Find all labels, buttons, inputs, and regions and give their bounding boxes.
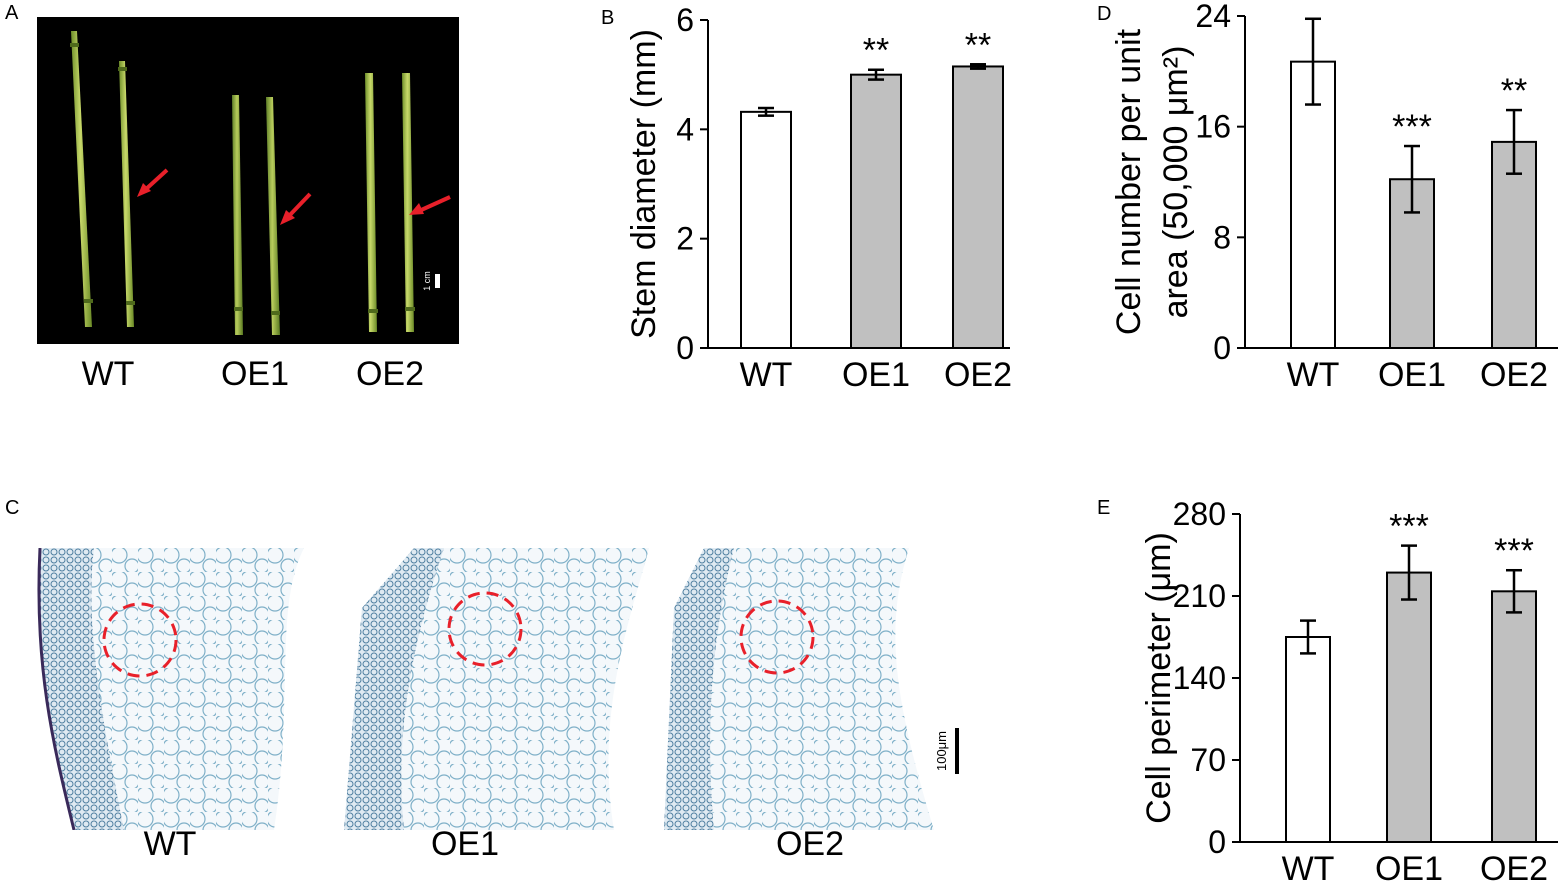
y-tick-label-d-0: 0: [1213, 330, 1231, 366]
bar-e-oe1: [1386, 571, 1432, 843]
photo-c-label-wt: WT: [143, 825, 197, 863]
photo-c-label-oe2: OE2: [775, 825, 845, 863]
y-tick-label-e-1: 70: [1190, 742, 1226, 778]
bar-b-oe2: [952, 65, 1004, 349]
significance-b-2: **: [965, 26, 991, 64]
cross-section-micrographs: 100μm: [37, 548, 959, 830]
y-axis-label-e: Cell perimeter (μm): [1140, 532, 1178, 824]
y-axis-label-d-line2: area (50,000 μm²): [1157, 46, 1195, 319]
y-tick-label-e-2: 140: [1173, 660, 1226, 696]
bar-e-wt: [1285, 636, 1331, 843]
bar-d-wt: [1290, 60, 1336, 350]
stem-oe1-1: [232, 95, 243, 335]
y-tick-label-b-0: 0: [676, 330, 694, 366]
significance-e-1: ***: [1389, 508, 1429, 546]
significance-e-2: ***: [1494, 532, 1534, 570]
x-tick-label-d-2: OE2: [1480, 356, 1548, 394]
bar-e-oe2: [1491, 590, 1537, 843]
panel-letter-b: B: [601, 7, 614, 29]
x-tick-label-b-2: OE2: [944, 356, 1012, 394]
y-tick-label-d-2: 16: [1195, 109, 1231, 145]
bar-b-oe1: [850, 73, 902, 350]
scale-label-a: 1 cm: [422, 271, 432, 291]
micrograph-oe2: [664, 548, 934, 830]
x-tick-label-e-1: OE1: [1375, 850, 1443, 882]
panel-letter-a: A: [5, 2, 19, 24]
panel-letter-e: E: [1097, 497, 1110, 519]
y-tick-label-b-2: 4: [676, 111, 694, 147]
photo-a-label-oe1: OE1: [220, 355, 290, 393]
micrograph-oe1: [344, 548, 649, 830]
significance-d-1: ***: [1392, 108, 1432, 146]
x-tick-label-b-0: WT: [740, 356, 793, 394]
y-axis-label-b: Stem diameter (mm): [625, 29, 663, 339]
y-tick-label-b-1: 2: [676, 221, 694, 257]
photo-a-label-wt: WT: [81, 355, 135, 393]
photo-c-label-oe1: OE1: [430, 825, 500, 863]
x-tick-label-e-2: OE2: [1480, 850, 1548, 882]
panel-letter-c: C: [5, 497, 20, 519]
panel-letter-d: D: [1097, 3, 1111, 25]
y-tick-label-b-3: 6: [676, 2, 694, 38]
stem-oe2-1: [365, 73, 377, 332]
stem-wt-1: [71, 31, 92, 327]
micrograph-wt: [37, 548, 305, 830]
y-tick-label-e-4: 280: [1173, 496, 1226, 532]
bar-b-wt: [740, 110, 792, 349]
y-tick-label-e-0: 0: [1208, 824, 1226, 860]
scale-label-c: 100μm: [934, 731, 949, 771]
y-tick-label-d-1: 8: [1213, 219, 1231, 255]
x-tick-label-d-1: OE1: [1378, 356, 1446, 394]
stem-wt-2: [119, 61, 134, 327]
x-tick-label-d-0: WT: [1287, 356, 1340, 394]
photo-a-label-oe2: OE2: [355, 355, 425, 393]
stem-oe1-2: [266, 97, 280, 335]
significance-d-2: **: [1501, 72, 1527, 110]
y-tick-label-d-3: 24: [1195, 0, 1231, 34]
x-tick-label-b-1: OE1: [842, 356, 910, 394]
x-tick-label-e-0: WT: [1282, 850, 1335, 882]
stem-photo: 1 cm: [37, 17, 459, 344]
y-axis-label-d-line1: Cell number per unit: [1110, 28, 1148, 335]
stem-oe2-2: [402, 73, 414, 332]
significance-b-1: **: [863, 32, 889, 70]
y-tick-label-e-3: 210: [1173, 578, 1226, 614]
